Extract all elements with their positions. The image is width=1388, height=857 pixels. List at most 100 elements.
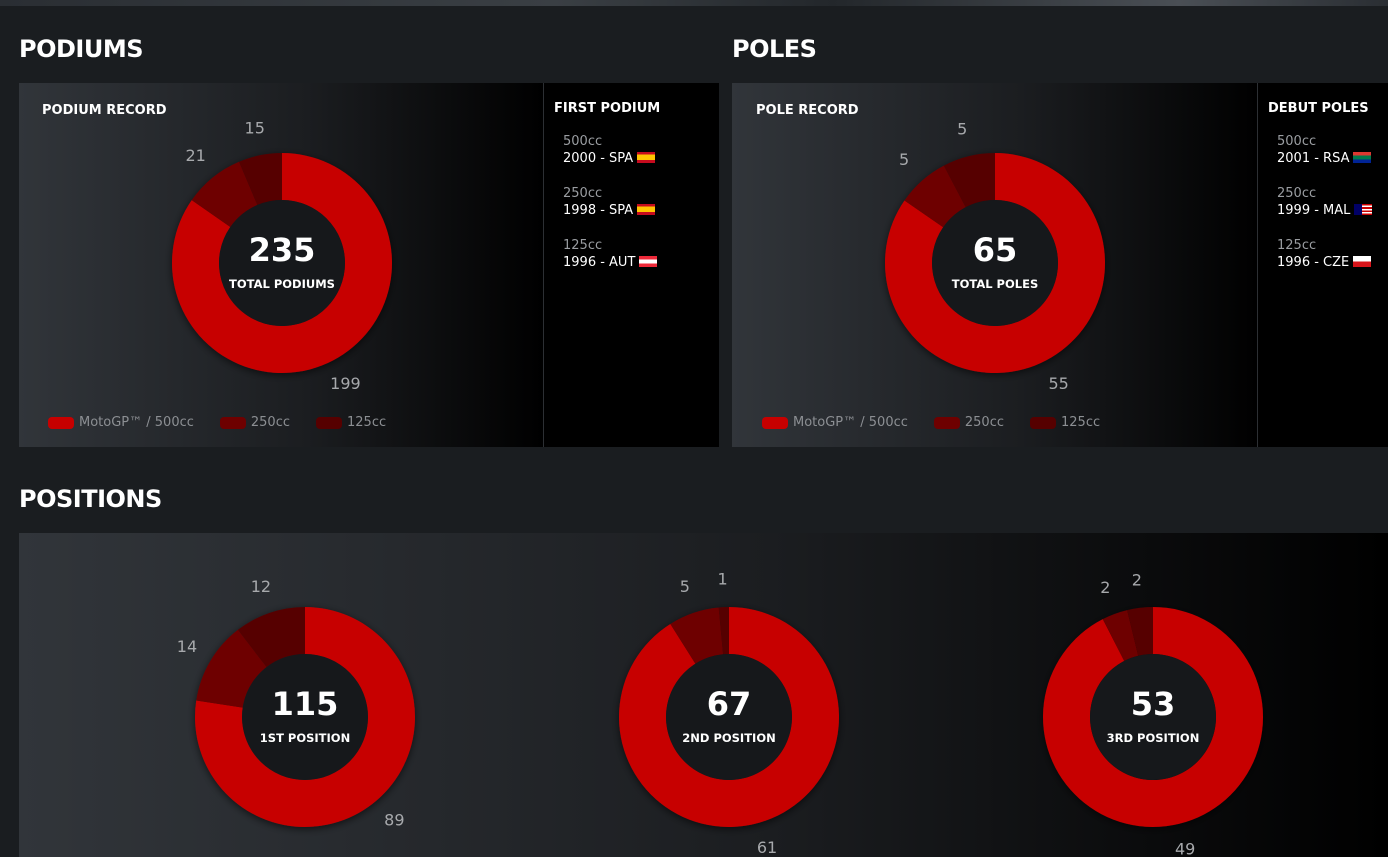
podiums-title: PODIUMS [19, 35, 144, 63]
first-podium-value: 1996 - AUT [563, 254, 658, 272]
debut-pole-500cc: 500cc 2001 - RSA [1277, 134, 1372, 168]
class-label: 125cc [563, 238, 603, 253]
first-podium-value: 2000 - SPA [563, 150, 656, 168]
donut-segment-250cc[interactable] [670, 607, 724, 664]
class-label: 500cc [1277, 134, 1317, 149]
donut-total-value: 53 [1131, 685, 1176, 723]
donut-hole [242, 654, 368, 780]
legend-item-125cc[interactable]: 125cc [316, 415, 386, 430]
donut-segment-250cc[interactable] [904, 165, 966, 228]
donut-segment-250cc[interactable] [191, 161, 258, 227]
year-country: 1998 - SPA [563, 203, 634, 218]
class-label: 500cc [563, 134, 603, 149]
donut-segment-250cc[interactable] [196, 629, 267, 708]
legend-item-motogp[interactable]: MotoGP™ / 500cc [48, 415, 194, 430]
debut-poles-panel: DEBUT POLES 500cc 2001 - RSA 250cc 1999 … [1257, 83, 1388, 447]
first-podium-500cc: 500cc 2000 - SPA [563, 134, 656, 168]
legend-label-motogp: MotoGP™ / 500cc [79, 415, 194, 430]
donut-segment-125cc[interactable] [237, 607, 305, 668]
segment-value-label-125cc: 1 [717, 570, 727, 589]
poles-title: POLES [732, 35, 817, 63]
third-position-donut-chart: 49 2 2 53 3RD POSITION [1043, 570, 1263, 857]
segment-value-label-motogp: 89 [384, 810, 404, 829]
debut-pole-value: 2001 - RSA [1277, 150, 1372, 168]
donut-segment-motogp[interactable] [885, 153, 1105, 373]
donut-total-value: 65 [973, 231, 1018, 269]
legend-swatch-motogp [762, 416, 788, 429]
segment-value-label-motogp: 199 [330, 374, 361, 393]
south-africa-flag-icon [1353, 152, 1372, 163]
legend-swatch-125cc [316, 416, 342, 429]
spain-flag-icon [637, 152, 656, 163]
legend-label-250cc: 250cc [250, 415, 290, 430]
czech-flag-icon [1353, 256, 1372, 267]
donut-hole [932, 200, 1058, 326]
donut-segment-motogp[interactable] [195, 607, 415, 827]
donut-segment-125cc[interactable] [943, 153, 995, 208]
legend-label-125cc: 125cc [1061, 415, 1101, 430]
donut-segment-125cc[interactable] [718, 607, 729, 655]
year-country: 2001 - RSA [1277, 151, 1350, 166]
donut-segment-motogp[interactable] [619, 607, 839, 827]
year-country: 1996 - AUT [563, 255, 636, 270]
debut-poles-title: DEBUT POLES [1268, 101, 1369, 116]
segment-value-label-250cc: 5 [899, 150, 909, 169]
legend-swatch-125cc [1030, 416, 1056, 429]
donut-hole [666, 654, 792, 780]
donut-total-value: 115 [272, 685, 339, 723]
austria-flag-icon [639, 256, 658, 267]
segment-value-label-250cc: 2 [1100, 578, 1110, 597]
segment-value-label-motogp: 61 [757, 838, 777, 857]
positions-title: POSITIONS [19, 485, 162, 513]
donut-total-label: 3RD POSITION [1107, 731, 1200, 745]
donut-total-label: 1ST POSITION [260, 731, 350, 745]
class-label: 250cc [563, 186, 603, 201]
donut-segment-motogp[interactable] [1043, 607, 1263, 827]
legend-label-250cc: 250cc [964, 415, 1004, 430]
donut-total-label: TOTAL PODIUMS [229, 277, 335, 291]
legend-item-motogp[interactable]: MotoGP™ / 500cc [762, 415, 908, 430]
first-podium-125cc: 125cc 1996 - AUT [563, 238, 658, 272]
pole-record-label: POLE RECORD [756, 103, 859, 118]
segment-value-label-125cc: 12 [251, 577, 271, 596]
header-image-strip [0, 0, 1388, 6]
donut-hole [219, 200, 345, 326]
donut-total-value: 67 [707, 685, 752, 723]
first-podium-value: 1998 - SPA [563, 202, 656, 220]
first-podium-title: FIRST PODIUM [554, 101, 661, 116]
podium-legend: MotoGP™ / 500cc 250cc 125cc [48, 415, 412, 430]
malaysia-flag-icon [1354, 204, 1373, 215]
legend-label-motogp: MotoGP™ / 500cc [793, 415, 908, 430]
year-country: 2000 - SPA [563, 151, 634, 166]
first-podium-250cc: 250cc 1998 - SPA [563, 186, 656, 220]
debut-pole-125cc: 125cc 1996 - CZE [1277, 238, 1372, 272]
segment-value-label-250cc: 21 [185, 146, 205, 165]
donut-segment-250cc[interactable] [1102, 610, 1139, 661]
donut-total-label: 2ND POSITION [682, 731, 775, 745]
segment-value-label-125cc: 15 [245, 118, 265, 137]
legend-label-125cc: 125cc [347, 415, 387, 430]
legend-item-125cc[interactable]: 125cc [1030, 415, 1100, 430]
segment-value-label-motogp: 49 [1175, 840, 1195, 857]
first-position-donut-chart: 89 14 12 115 1ST POSITION [177, 577, 415, 829]
class-label: 250cc [1277, 186, 1317, 201]
legend-item-250cc[interactable]: 250cc [219, 415, 290, 430]
donut-total-value: 235 [249, 231, 316, 269]
year-country: 1999 - MAL [1277, 203, 1351, 218]
first-podium-panel: FIRST PODIUM 500cc 2000 - SPA 250cc 1998… [543, 83, 719, 447]
legend-item-250cc[interactable]: 250cc [933, 415, 1004, 430]
donut-hole [1090, 654, 1216, 780]
segment-value-label-250cc: 14 [177, 637, 197, 656]
spain-flag-icon [637, 204, 656, 215]
pole-legend: MotoGP™ / 500cc 250cc 125cc [762, 415, 1126, 430]
legend-swatch-250cc [933, 416, 960, 429]
donut-segment-motogp[interactable] [171, 153, 392, 373]
legend-swatch-250cc [219, 416, 246, 429]
second-position-donut-chart: 61 5 1 67 2ND POSITION [619, 570, 839, 857]
donut-segment-125cc[interactable] [239, 153, 282, 205]
donut-total-label: TOTAL POLES [952, 277, 1038, 291]
podium-donut-chart: 199 21 15 235 TOTAL PODIUMS [171, 118, 392, 393]
donut-segment-125cc[interactable] [1127, 607, 1153, 656]
podium-record-label: PODIUM RECORD [42, 103, 167, 118]
